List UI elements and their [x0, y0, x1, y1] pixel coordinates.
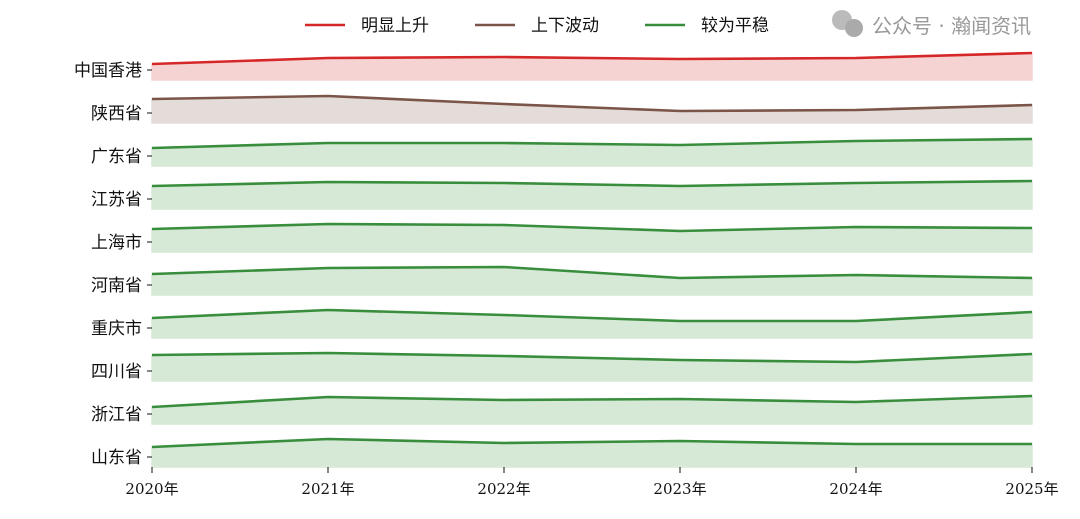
line-重庆市 — [151, 308, 1033, 323]
x-tick-label: 2022年 — [477, 480, 530, 498]
row-label: 中国香港 — [74, 61, 142, 81]
row-label: 四川省 — [91, 362, 142, 382]
line-陕西省 — [151, 94, 1033, 113]
wechat-icon — [845, 19, 863, 37]
x-tick-label: 2024年 — [829, 480, 882, 498]
row-label: 河南省 — [91, 276, 142, 296]
x-tick-label: 2025年 — [1005, 480, 1058, 498]
line-河南省 — [151, 265, 1033, 280]
row-label: 浙江省 — [91, 405, 142, 425]
watermark: 公众号 · 瀚闻资讯 — [872, 14, 1031, 38]
line-上海市 — [151, 222, 1033, 233]
line-广东省 — [151, 137, 1033, 150]
x-tick-label: 2020年 — [125, 480, 178, 498]
line-中国香港 — [151, 51, 1033, 66]
x-tick-label: 2021年 — [301, 480, 354, 498]
row-label: 陕西省 — [91, 104, 142, 124]
legend-label: 明显上升 — [361, 16, 429, 36]
x-tick-label: 2023年 — [653, 480, 706, 498]
line-江苏省 — [151, 179, 1033, 188]
row-label: 广东省 — [91, 147, 142, 167]
area-重庆市 — [151, 309, 1033, 339]
line-浙江省 — [151, 394, 1033, 409]
row-label: 上海市 — [91, 233, 142, 253]
row-label: 重庆市 — [91, 319, 142, 339]
line-四川省 — [151, 351, 1033, 364]
row-label: 江苏省 — [91, 190, 142, 210]
row-label: 山东省 — [91, 448, 142, 468]
line-山东省 — [151, 437, 1032, 449]
legend-label: 上下波动 — [531, 16, 599, 36]
legend-label: 较为平稳 — [701, 16, 769, 36]
